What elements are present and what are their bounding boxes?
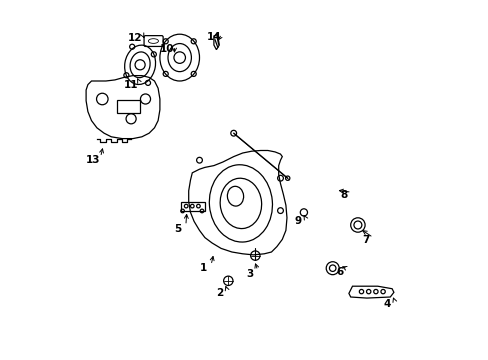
Text: 5: 5 <box>174 224 181 234</box>
Text: 1: 1 <box>199 263 206 273</box>
Text: 10: 10 <box>159 44 174 54</box>
Text: 4: 4 <box>382 299 389 309</box>
Text: 2: 2 <box>215 288 223 298</box>
Text: 8: 8 <box>340 190 347 200</box>
Text: 14: 14 <box>206 32 221 42</box>
Text: 3: 3 <box>246 269 253 279</box>
Bar <box>117 100 140 113</box>
Text: 7: 7 <box>361 235 368 246</box>
Text: 6: 6 <box>336 267 343 277</box>
Text: 11: 11 <box>123 80 138 90</box>
Bar <box>181 202 204 211</box>
Text: 9: 9 <box>294 216 301 226</box>
Text: 12: 12 <box>127 33 142 43</box>
Text: 13: 13 <box>85 155 100 165</box>
